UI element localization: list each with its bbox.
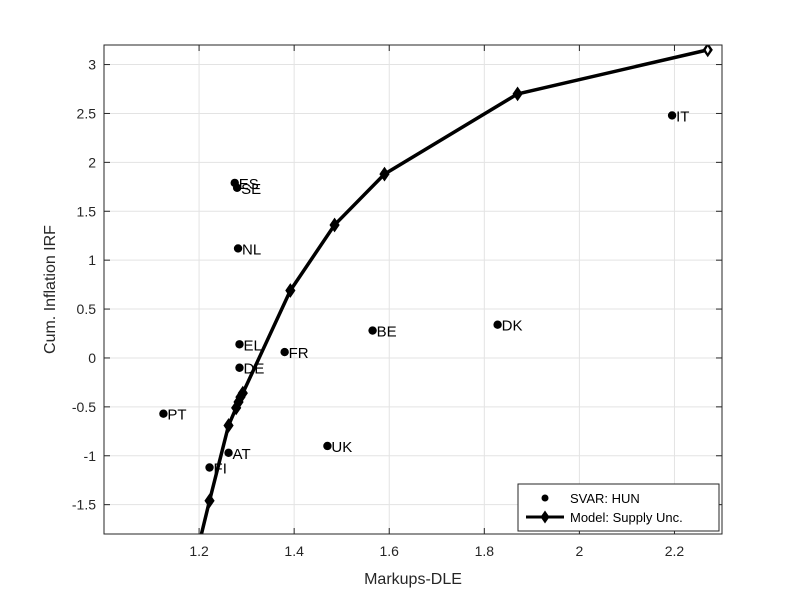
- svar-point-dk: [493, 320, 502, 329]
- y-tick-label: 1.5: [77, 203, 97, 219]
- y-tick-label: -1: [84, 448, 97, 464]
- y-tick-label: 2: [88, 154, 96, 170]
- svar-point-se: [232, 183, 242, 192]
- model-line-series: [199, 45, 713, 534]
- y-tick-label: 3: [88, 57, 96, 73]
- point-label-dk: DK: [502, 318, 523, 335]
- grid-lines: [104, 45, 722, 534]
- svar-point-nl: [233, 244, 243, 253]
- legend-entry-svar: SVAR: HUN: [570, 491, 640, 506]
- svar-point-fr: [280, 347, 289, 357]
- point-label-se: SE: [241, 181, 261, 198]
- y-tick-label: 2.5: [77, 105, 97, 121]
- point-label-de: DE: [243, 361, 264, 378]
- legend-marker-diamond: [540, 510, 550, 524]
- point-label-fi: FI: [214, 460, 227, 477]
- svar-point-fi: [205, 463, 214, 472]
- x-tick-label: 1.8: [475, 543, 495, 559]
- svar-point-at: [224, 448, 233, 458]
- x-tick-label: 2: [575, 543, 583, 559]
- axis-ticks: 1.2 1.4 1.6 1.8 2 2.2 -1.5 -1 -0.5 0 0.5 1 1.5 2 2.5 3: [72, 45, 722, 559]
- y-tick-label: -1.5: [72, 497, 96, 513]
- model-diamond-marker: [204, 493, 215, 509]
- x-tick-label: 1.4: [284, 543, 304, 559]
- model-diamond-marker: [223, 418, 234, 433]
- y-tick-label: 1: [88, 252, 96, 268]
- point-label-fr: FR: [289, 345, 309, 362]
- model-line: [199, 48, 709, 534]
- model-diamond-marker: [512, 86, 523, 102]
- model-diamond-highlight: [705, 46, 710, 54]
- axes-box: [103, 44, 723, 535]
- svar-point-uk: [323, 441, 332, 451]
- point-label-es: ES: [239, 176, 259, 193]
- point-label-uk: UK: [331, 439, 352, 456]
- x-tick-label: 2.2: [665, 543, 685, 559]
- svar-point-it: [667, 111, 677, 120]
- model-diamond-marker: [329, 217, 340, 233]
- point-label-it: IT: [676, 108, 689, 125]
- svar-point-be: [368, 326, 377, 335]
- x-tick-label: 1.6: [379, 543, 399, 559]
- legend: SVAR: HUN Model: Supply Unc.: [517, 483, 720, 532]
- model-diamond-marker: [285, 283, 296, 298]
- point-label-nl: NL: [242, 241, 261, 258]
- svar-point-el: [235, 340, 244, 349]
- point-label-at: AT: [233, 446, 251, 463]
- legend-marker-scatter: [541, 494, 549, 502]
- point-label-el: EL: [243, 337, 261, 354]
- svar-point-de: [235, 363, 244, 372]
- model-diamond-marker: [379, 166, 390, 182]
- y-tick-label: -0.5: [72, 399, 96, 415]
- x-tick-label: 1.2: [189, 543, 209, 559]
- x-axis-label: Markups-DLE: [364, 571, 462, 588]
- legend-box: [517, 483, 720, 532]
- y-axis-label: Cum. Inflation IRF: [42, 225, 59, 354]
- point-label-be: BE: [377, 324, 397, 341]
- point-label-pt: PT: [167, 407, 186, 424]
- legend-entry-model: Model: Supply Unc.: [570, 510, 683, 525]
- y-tick-label: 0: [88, 350, 96, 366]
- svar-point-pt: [159, 409, 168, 418]
- y-tick-label: 0.5: [77, 301, 97, 317]
- model-diamond-marker: [237, 385, 248, 401]
